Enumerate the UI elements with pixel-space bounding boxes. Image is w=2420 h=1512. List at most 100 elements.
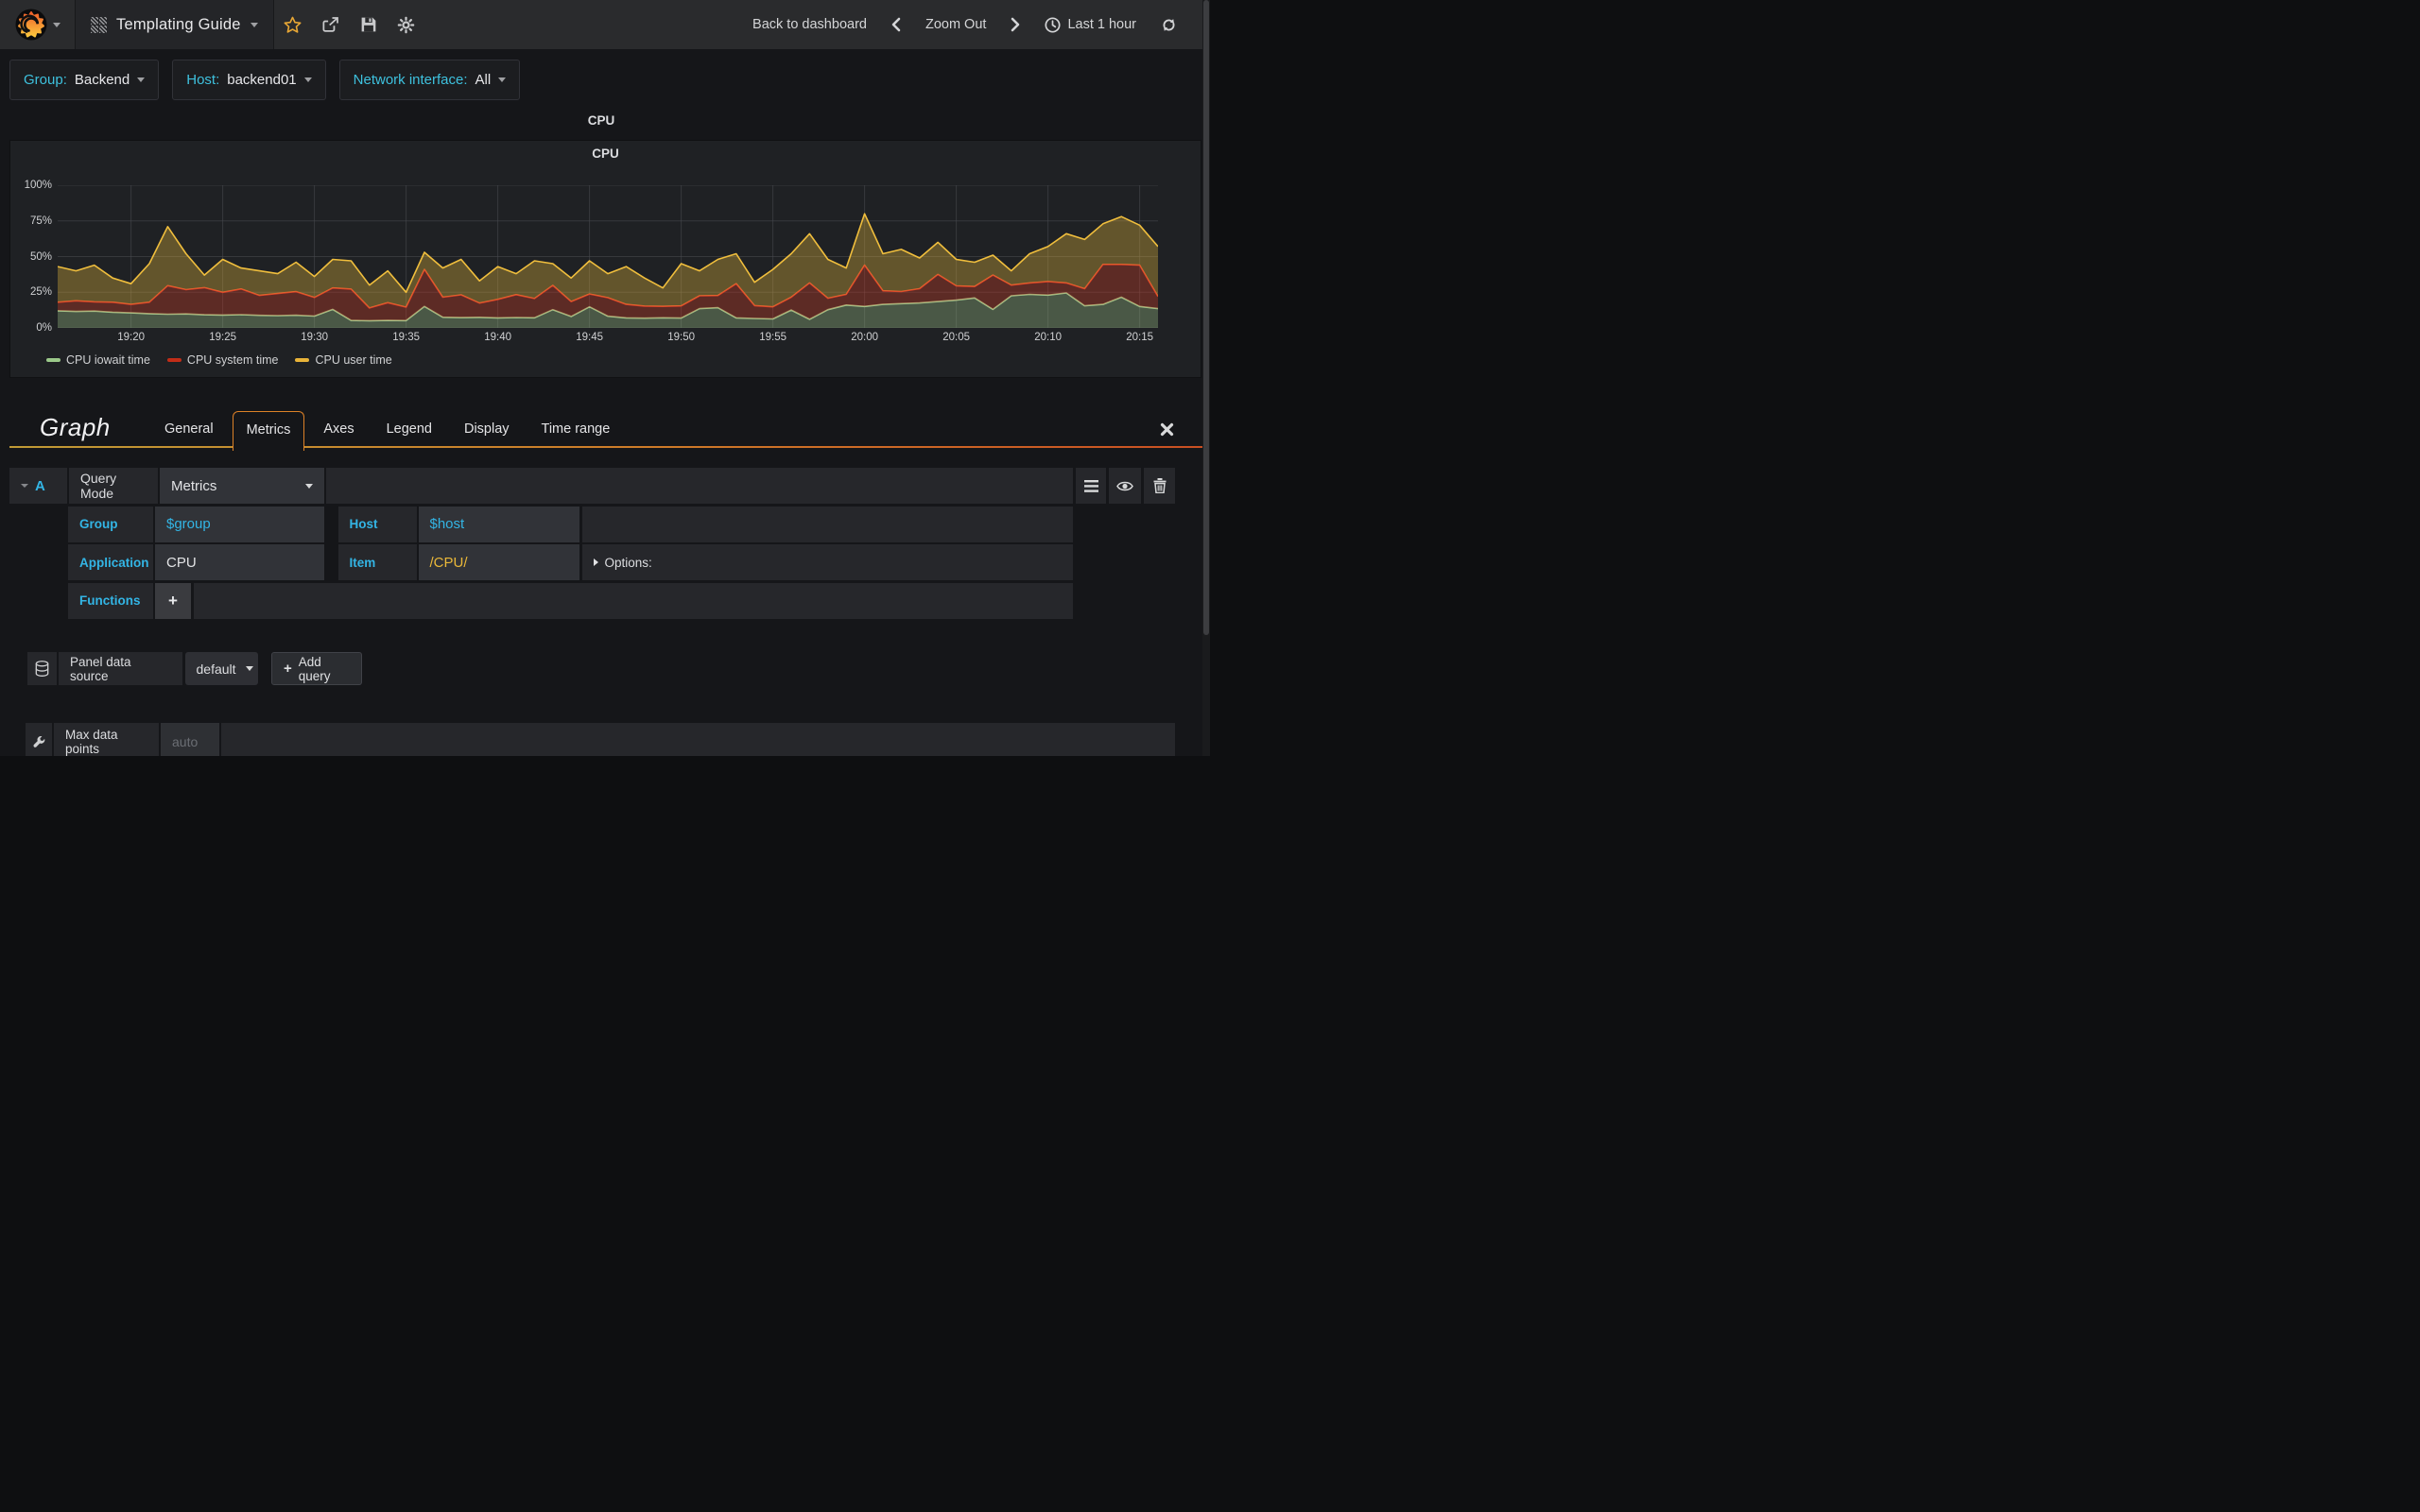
chart-plot-area[interactable] [58,185,1158,328]
plus-icon: + [168,591,178,610]
tab-display[interactable]: Display [463,421,510,437]
query-delete-button[interactable] [1144,468,1175,504]
settings-button[interactable] [388,0,425,49]
chart-legend: CPU iowait time CPU system time CPU user… [46,353,392,367]
query-mode-label: Query Mode [69,468,158,504]
time-picker-button[interactable]: Last 1 hour [1032,0,1149,49]
database-icon [35,660,49,677]
query-editor: A Query Mode Metrics [9,468,1175,621]
variable-dropdown-host[interactable]: Host: backend01 [172,60,326,100]
query-menu-button[interactable] [1076,468,1106,504]
tab-axes[interactable]: Axes [323,421,354,437]
chevron-right-icon [1011,17,1020,32]
x-tick: 20:05 [942,332,970,343]
tab-metrics[interactable]: Metrics [232,410,305,451]
cpu-graph-panel: CPU 0% 25% 50% 75% 100% 19:20 19:25 19:3… [9,140,1201,378]
time-shift-right-button[interactable] [998,0,1032,49]
back-to-dashboard-button[interactable]: Back to dashboard [740,0,879,49]
functions-label: Functions [68,582,153,619]
query-row-functions: Functions + [9,582,1175,619]
legend-swatch-user [295,358,310,362]
x-tick: 20:00 [851,332,878,343]
datasource-icon-cell [27,652,57,685]
options-toggle[interactable]: Options: [581,544,1073,580]
variable-dropdown-netif[interactable]: Network interface: All [338,60,521,100]
add-function-button[interactable]: + [155,582,191,619]
grafana-app: Templating Guide [0,0,1210,756]
datasource-caret-icon [245,666,253,671]
time-shift-left-button[interactable] [879,0,913,49]
back-to-dashboard-label: Back to dashboard [752,17,867,32]
close-editor-button[interactable] [1160,422,1174,437]
query-mode-select[interactable]: Metrics [160,468,324,504]
grafana-logo-button[interactable] [0,0,75,49]
host-input[interactable]: $host [418,506,579,542]
cpu-stacked-area-chart[interactable] [58,185,1158,328]
variable-netif-caret-icon [498,77,507,82]
hamburger-menu-icon [1083,479,1098,492]
y-tick-25: 25% [29,286,52,299]
max-data-points-placeholder: auto [172,734,199,749]
star-icon [284,16,302,33]
refresh-button[interactable] [1149,0,1189,49]
y-tick-100: 100% [24,180,52,191]
variable-dropdown-group[interactable]: Group: Backend [9,60,160,100]
zoom-out-button[interactable]: Zoom Out [913,0,998,49]
time-range-label: Last 1 hour [1067,17,1136,32]
add-query-label: Add query [298,654,331,683]
tab-general[interactable]: General [164,421,214,437]
legend-item-system[interactable]: CPU system time [166,353,278,367]
item-input[interactable]: /CPU/ [418,544,579,580]
trash-icon [1153,478,1166,493]
x-tick: 19:35 [392,332,420,343]
eye-icon [1116,481,1133,490]
query-row-filler [193,582,1073,619]
tab-legend[interactable]: Legend [386,421,432,437]
x-tick: 19:55 [759,332,786,343]
query-row-filler [326,468,1073,504]
save-icon [361,17,375,32]
group-input[interactable]: $group [155,506,324,542]
options-caret-icon [593,558,598,566]
host-label: Host [337,506,417,542]
wrench-icon-cell [26,723,52,756]
item-label: Item [337,544,417,580]
y-tick-50: 50% [29,250,52,263]
panel-type-title: Graph [40,413,111,441]
dashboard-title-caret-icon [250,22,258,27]
legend-item-iowait[interactable]: CPU iowait time [46,353,150,367]
group-label: Group [68,506,153,542]
query-toggle-visibility-button[interactable] [1109,468,1141,504]
dashboard-row-title[interactable]: CPU [587,113,615,128]
variable-host-value: backend01 [227,72,297,88]
legend-item-user[interactable]: CPU user time [295,353,392,367]
dashboard-title: Templating Guide [116,15,241,33]
query-ref-letter: A [35,477,45,494]
page-scrollbar[interactable] [1202,0,1210,756]
save-button[interactable] [350,0,388,49]
scrollbar-thumb[interactable] [1203,0,1209,635]
dashboard-title-button[interactable]: Templating Guide [75,0,274,49]
add-query-button[interactable]: + Add query [271,652,362,685]
tab-time-range[interactable]: Time range [541,421,611,437]
collapse-caret-icon [21,484,28,488]
variable-group-label: Group: [24,72,67,88]
x-tick: 20:15 [1126,332,1153,343]
max-data-points-input[interactable]: auto [161,723,219,756]
x-tick: 19:50 [667,332,695,343]
application-input[interactable]: CPU [155,544,324,580]
application-label: Application [68,544,153,580]
share-button[interactable] [312,0,350,49]
legend-swatch-iowait [46,358,60,362]
x-tick: 20:10 [1034,332,1062,343]
row-filler [221,723,1175,756]
query-row-filler [581,506,1073,542]
y-axis: 0% 25% 50% 75% 100% [10,180,52,334]
datasource-select[interactable]: default [184,652,258,685]
query-ref-toggle[interactable]: A [9,468,67,504]
star-button[interactable] [274,0,312,49]
navbar: Templating Guide [0,0,1202,49]
group-value: $group [166,516,211,532]
template-variables-submenu: Group: Backend Host: backend01 Network i… [9,60,521,100]
panel-title[interactable]: CPU [592,146,619,161]
